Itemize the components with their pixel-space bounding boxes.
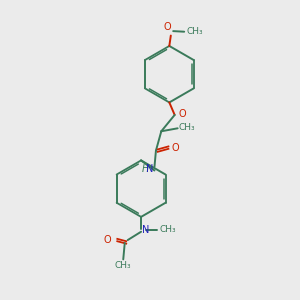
Text: O: O: [171, 142, 179, 153]
Text: N: N: [142, 225, 150, 235]
Text: CH₃: CH₃: [115, 261, 132, 270]
Text: O: O: [104, 235, 111, 245]
Text: CH₃: CH₃: [186, 27, 203, 36]
Text: O: O: [163, 22, 171, 32]
Text: H: H: [141, 164, 148, 174]
Text: CH₃: CH₃: [160, 225, 176, 234]
Text: O: O: [178, 109, 186, 119]
Text: N: N: [146, 164, 154, 174]
Text: CH₃: CH₃: [178, 123, 195, 132]
